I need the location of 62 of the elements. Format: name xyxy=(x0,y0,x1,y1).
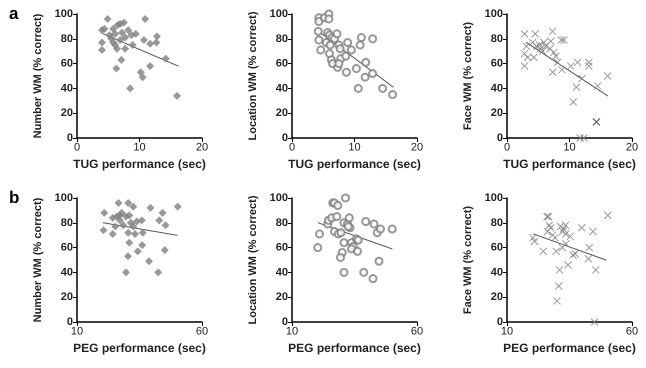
y-tick-label: 80 xyxy=(60,32,73,45)
y-axis-title: Location WM (% correct) xyxy=(247,11,260,140)
x-axis-title: TUG performance (sec) xyxy=(503,157,636,171)
y-tick-label: 20 xyxy=(490,107,503,120)
y-tick-label: 0 xyxy=(66,132,73,144)
y-axis-title: Face WM (% correct) xyxy=(462,206,474,314)
y-tick-label: 100 xyxy=(270,8,288,20)
y-tick-label: 80 xyxy=(276,32,288,45)
x-tick-label: 20 xyxy=(410,142,424,154)
y-tick-label: 40 xyxy=(490,82,503,94)
y-axis-title: Number WM (% correct) xyxy=(32,13,44,138)
y-axis-title: Location WM (% correct) xyxy=(247,195,260,324)
y-tick-label: 40 xyxy=(490,266,503,278)
y-tick-label: 0 xyxy=(282,316,288,328)
y-tick-label: 0 xyxy=(282,132,288,144)
x-tick-label: 10 xyxy=(133,142,146,154)
y-tick-label: 60 xyxy=(276,242,288,254)
x-axis-title: PEG performance (sec) xyxy=(288,341,421,355)
x-tick-label: 10 xyxy=(500,326,514,338)
x-axis-title: TUG performance (sec) xyxy=(73,157,206,171)
y-tick-label: 100 xyxy=(54,8,73,20)
y-axis-title: Number WM (% correct) xyxy=(32,197,44,322)
x-tick-label: 20 xyxy=(196,142,208,154)
x-axis-title: PEG performance (sec) xyxy=(73,341,206,355)
y-tick-label: 80 xyxy=(490,32,503,45)
y-tick-label: 100 xyxy=(484,192,503,204)
y-tick-label: 20 xyxy=(490,291,503,304)
x-tick-label: 60 xyxy=(196,326,208,338)
chart-title: b xyxy=(9,188,20,207)
y-tick-label: 60 xyxy=(60,242,73,254)
x-axis-title: TUG performance (sec) xyxy=(288,157,421,171)
y-tick-label: 80 xyxy=(276,216,288,229)
y-tick-label: 60 xyxy=(60,58,73,70)
y-tick-label: 60 xyxy=(490,242,503,254)
y-tick-label: 20 xyxy=(276,107,288,120)
x-tick-label: 60 xyxy=(410,326,424,338)
y-tick-label: 40 xyxy=(276,82,288,94)
y-tick-label: 60 xyxy=(490,58,503,70)
y-tick-label: 20 xyxy=(276,291,288,304)
x-tick-label: 60 xyxy=(626,326,638,338)
x-tick-label: 20 xyxy=(626,142,638,154)
y-tick-label: 60 xyxy=(276,58,288,70)
y-axis-title: Face WM (% correct) xyxy=(462,22,474,130)
y-tick-label: 80 xyxy=(60,216,73,229)
y-tick-label: 80 xyxy=(490,216,503,229)
y-tick-label: 40 xyxy=(276,266,288,278)
y-tick-label: 20 xyxy=(60,107,73,120)
y-tick-label: 0 xyxy=(496,132,503,144)
y-tick-label: 100 xyxy=(484,8,503,20)
x-tick-label: 10 xyxy=(70,326,84,338)
x-tick-label: 10 xyxy=(286,326,298,338)
y-tick-label: 40 xyxy=(60,266,73,278)
y-tick-label: 40 xyxy=(60,82,73,94)
chart-title: a xyxy=(9,4,19,23)
y-tick-label: 20 xyxy=(60,291,73,304)
x-tick-label: 10 xyxy=(348,142,361,154)
x-tick-label: 10 xyxy=(563,142,576,154)
y-tick-label: 0 xyxy=(66,316,73,328)
y-tick-label: 100 xyxy=(54,192,73,204)
y-tick-label: 0 xyxy=(496,316,503,328)
y-tick-label: 100 xyxy=(270,192,288,204)
x-axis-title: PEG performance (sec) xyxy=(503,341,636,355)
